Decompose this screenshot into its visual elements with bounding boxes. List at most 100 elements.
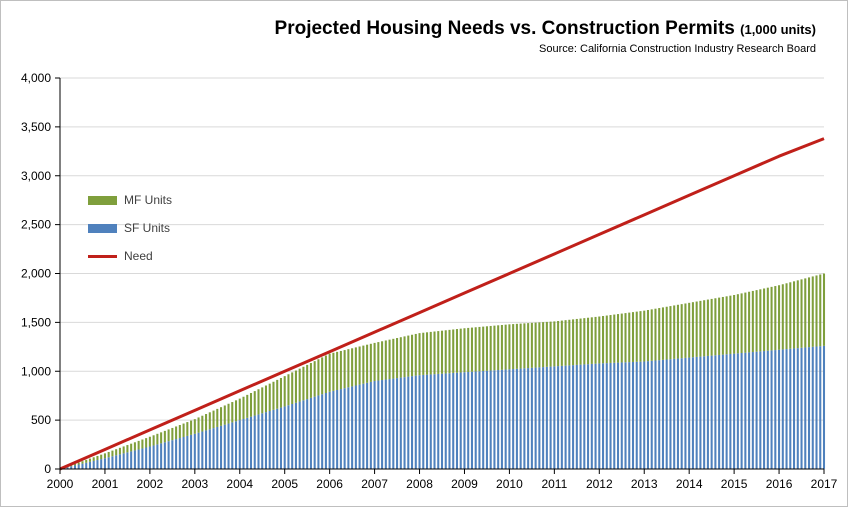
bar-mf (527, 323, 530, 369)
bar-sf (324, 392, 327, 469)
bar-sf (504, 369, 507, 469)
bar-mf (789, 282, 792, 349)
bar-mf (744, 292, 747, 353)
bar-sf (733, 353, 736, 469)
bar-sf (448, 373, 451, 469)
bar-mf (691, 302, 694, 358)
bar-sf (328, 391, 331, 469)
legend-label-mf: MF Units (124, 193, 172, 207)
y-tick-label: 2,000 (21, 267, 51, 281)
bar-sf (167, 441, 170, 469)
bar-mf (590, 317, 593, 364)
bar-mf (542, 322, 545, 368)
axes: 0 500 1,000 1,500 2,000 2,500 3,000 3,500 4,000 2… (21, 71, 838, 491)
bar-mf (785, 283, 788, 350)
y-tick-label: 1,500 (21, 315, 51, 329)
bar-sf (684, 357, 687, 469)
bar-sf (156, 444, 159, 469)
bar-mf (321, 357, 324, 395)
x-tick-label: 2012 (586, 477, 613, 491)
bar-mf (568, 319, 571, 366)
bar-sf (100, 459, 103, 469)
bar-sf (470, 371, 473, 469)
title-block: Projected Housing Needs vs. Construction… (275, 18, 816, 55)
bar-sf (463, 372, 466, 469)
bar-mf (669, 306, 672, 360)
bar-mf (377, 342, 380, 381)
bar-sf (572, 365, 575, 469)
bar-mf (807, 277, 811, 348)
bar-mf (328, 353, 331, 392)
bar-mf (766, 287, 769, 351)
bar-mf (77, 462, 80, 465)
bar-sf (148, 446, 151, 469)
bar-mf (126, 445, 129, 453)
bar-mf (557, 320, 560, 367)
bar-mf (115, 449, 118, 456)
bar-sf (362, 383, 365, 469)
bar-sf (800, 347, 803, 469)
bar-mf (148, 436, 151, 447)
bar-mf (598, 316, 601, 364)
bar-mf (587, 317, 590, 365)
bar-sf (770, 350, 773, 469)
bar-mf (411, 334, 414, 377)
bar-sf (669, 359, 672, 469)
bar-sf (568, 365, 571, 469)
bar-sf (103, 458, 106, 469)
bar-sf (343, 388, 346, 469)
bar-sf (92, 460, 95, 469)
bar-sf (598, 363, 601, 469)
bar-sf (553, 366, 556, 469)
bar-mf (201, 415, 204, 432)
bar-mf (234, 400, 238, 422)
bar-mf (152, 435, 155, 446)
bar-sf (411, 376, 414, 469)
bar-mf (560, 320, 563, 366)
bar-sf (182, 436, 185, 469)
bar-mf (504, 324, 507, 370)
bar-mf (178, 425, 181, 439)
bar-mf (609, 315, 612, 363)
bar-mf (699, 300, 702, 357)
legend-swatch-need (88, 254, 117, 258)
bar-mf (137, 440, 140, 450)
x-tick-label: 2005 (271, 477, 298, 491)
bar-mf (313, 361, 316, 397)
bar-sf (81, 463, 84, 469)
bar-sf (306, 399, 309, 469)
need-line-layer (59, 137, 825, 471)
bar-mf (564, 320, 567, 366)
bar-mf (242, 396, 245, 419)
bar-mf (388, 339, 391, 380)
bar-sf (579, 364, 582, 469)
bar-mf (729, 295, 732, 354)
bar-sf (620, 362, 623, 469)
bar-mf (594, 316, 597, 364)
bar-sf (523, 368, 526, 469)
bar-sf (590, 363, 593, 469)
bar-sf (358, 384, 361, 469)
bar-sf (575, 364, 578, 469)
bar-sf (452, 372, 455, 469)
bar-sf (609, 362, 612, 469)
bar-sf (512, 369, 515, 469)
bar-mf (103, 453, 106, 459)
bar-mf (279, 378, 282, 408)
bar-sf (414, 375, 417, 469)
x-tick-label: 2015 (721, 477, 748, 491)
bar-mf (227, 403, 230, 424)
bar-sf (646, 361, 650, 469)
bar-mf (751, 290, 754, 353)
bar-mf (268, 383, 271, 412)
bar-mf (190, 420, 193, 435)
bar-sf (309, 397, 312, 469)
bar-sf (639, 361, 642, 469)
bar-sf (542, 367, 545, 469)
bar-mf (133, 442, 136, 451)
bar-mf (721, 296, 724, 355)
bar-sf (725, 354, 728, 469)
bar-sf (478, 371, 481, 469)
bar-mf (448, 329, 451, 374)
bar-sf (755, 351, 758, 469)
